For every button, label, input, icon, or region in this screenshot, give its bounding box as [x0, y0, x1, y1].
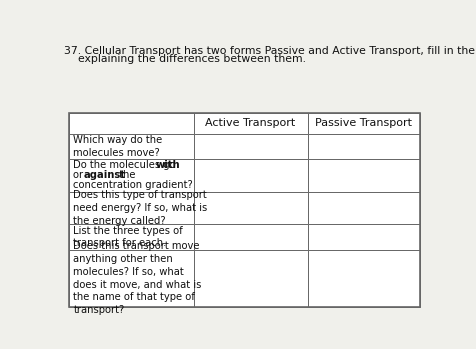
Bar: [69, 159, 193, 192]
Bar: [307, 192, 419, 224]
Text: with: with: [155, 160, 179, 170]
Text: Does this type of transport
need energy? If so, what is
the energy called?: Does this type of transport need energy?…: [73, 190, 207, 226]
Bar: [193, 224, 307, 250]
Bar: [307, 159, 419, 192]
Bar: [193, 159, 307, 192]
Text: Which way do the
molecules move?: Which way do the molecules move?: [73, 135, 162, 158]
Text: concentration gradient?: concentration gradient?: [73, 180, 193, 191]
Bar: [69, 250, 193, 306]
Text: List the three types of
transport for each.: List the three types of transport for ea…: [73, 226, 183, 248]
Bar: [69, 134, 193, 159]
Bar: [69, 192, 193, 224]
Text: or: or: [73, 170, 86, 180]
Text: Passive Transport: Passive Transport: [315, 118, 412, 128]
Text: Do the molecules go: Do the molecules go: [73, 160, 178, 170]
Bar: [307, 250, 419, 306]
Bar: [193, 134, 307, 159]
Bar: [307, 224, 419, 250]
Bar: [307, 134, 419, 159]
Text: Does this transport move
anything other then
molecules? If so, what
does it move: Does this transport move anything other …: [73, 241, 201, 315]
Bar: [307, 113, 419, 134]
Bar: [69, 113, 419, 306]
Bar: [69, 224, 193, 250]
Bar: [69, 113, 193, 134]
Bar: [193, 113, 307, 134]
Bar: [193, 192, 307, 224]
Bar: [193, 250, 307, 306]
Text: against: against: [83, 170, 125, 180]
Text: explaining the differences between them.: explaining the differences between them.: [64, 54, 306, 64]
Text: Active Transport: Active Transport: [205, 118, 295, 128]
Text: 37. Cellular Transport has two forms Passive and Active Transport, fill in the t: 37. Cellular Transport has two forms Pas…: [64, 46, 476, 56]
Text: the: the: [116, 170, 135, 180]
